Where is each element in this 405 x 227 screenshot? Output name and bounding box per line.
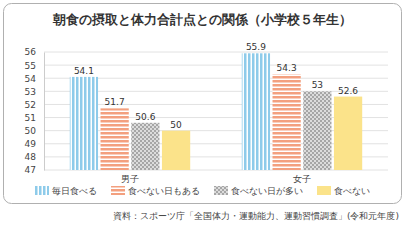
bars <box>70 53 362 170</box>
y-tick-label: 47 <box>25 165 36 175</box>
legend-label: 食べない日が多い <box>231 186 303 196</box>
bar <box>131 123 159 170</box>
grid-line <box>44 52 388 53</box>
legend-swatch <box>214 186 228 195</box>
legend-item: 食べない <box>317 186 370 196</box>
bar <box>273 74 301 170</box>
legend: 毎日食べる 食べない日もある 食べない日が多い 食べない <box>35 186 370 196</box>
chart: 朝食の摂取と体力合計点との関係（小学校５年生） 47 48 49 50 51 52 53 54 5… <box>0 0 405 227</box>
y-tick: 48 <box>25 152 44 162</box>
data-label: 52.6 <box>338 86 358 96</box>
y-tick-label: 48 <box>25 152 37 162</box>
grid-line <box>44 65 388 66</box>
y-tick-label: 52 <box>25 100 36 110</box>
y-tick: 53 <box>25 87 44 97</box>
y-tick-label: 51 <box>25 113 36 123</box>
y-tick: 56 <box>25 47 44 57</box>
legend-label: 食べない <box>334 186 370 196</box>
legend-item: 食べない日もある <box>111 186 200 196</box>
bar <box>70 77 98 170</box>
data-label: 54.3 <box>277 63 297 73</box>
y-tick-label: 55 <box>25 60 36 70</box>
source: 資料：スポーツ庁「全国体力・運動能力、運動習慣調査」(令和元年度) <box>113 211 399 221</box>
grid <box>44 52 388 170</box>
legend-label: 食べない日もある <box>128 186 200 196</box>
y-tick-label: 54 <box>25 74 37 84</box>
y-tick: 51 <box>25 113 44 123</box>
bar <box>303 91 331 170</box>
legend-swatch <box>35 186 49 195</box>
bar <box>334 97 362 170</box>
y-tick: 49 <box>25 139 44 149</box>
data-label: 51.7 <box>105 97 125 107</box>
frame <box>4 4 402 204</box>
bar <box>101 108 129 170</box>
legend-item: 食べない日が多い <box>214 186 303 196</box>
y-tick-label: 56 <box>25 47 37 57</box>
data-labels: 54.1 55.9 51.7 54.3 50.6 53 50 52.6 <box>74 42 358 129</box>
bar <box>242 53 270 170</box>
y-tick: 54 <box>25 74 44 84</box>
y-tick: 50 <box>25 126 44 136</box>
y-tick: 52 <box>25 100 44 110</box>
data-label: 50 <box>170 120 182 130</box>
legend-item: 毎日食べる <box>35 186 97 196</box>
x-tick-label: 女子 <box>293 174 311 184</box>
y-tick: 47 <box>25 165 44 175</box>
legend-label: 毎日食べる <box>52 186 97 196</box>
data-label: 50.6 <box>135 112 155 122</box>
data-label: 54.1 <box>74 66 94 76</box>
title: 朝食の摂取と体力合計点との関係（小学校５年生） <box>52 12 352 27</box>
data-label: 55.9 <box>246 42 266 52</box>
y-tick-label: 50 <box>25 126 37 136</box>
bar <box>162 131 190 170</box>
y-tick-label: 53 <box>25 87 36 97</box>
data-label: 53 <box>312 80 323 90</box>
y-axis-line <box>44 53 45 171</box>
legend-swatch <box>111 186 125 195</box>
y-tick-label: 49 <box>25 139 37 149</box>
y-axis: 47 48 49 50 51 52 53 54 55 56 <box>25 47 45 175</box>
x-tick-label: 男子 <box>121 174 139 184</box>
y-tick: 55 <box>25 60 44 70</box>
legend-swatch <box>317 186 331 195</box>
